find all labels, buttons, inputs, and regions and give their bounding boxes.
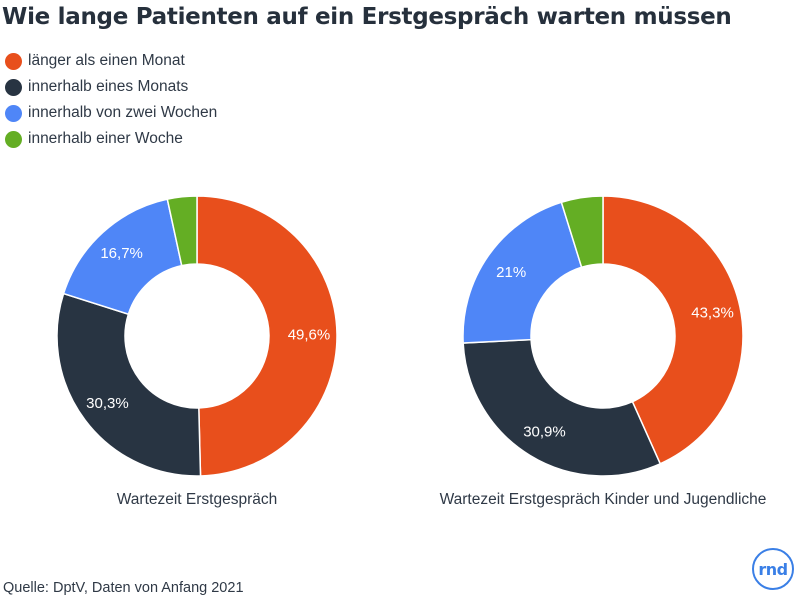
legend-swatch [5, 78, 22, 96]
chart-title: Wie lange Patienten auf ein Erstgespräch… [2, 4, 732, 30]
legend-label: innerhalb von zwei Wochen [28, 104, 218, 121]
donut-chart: 49,6% 30,3% 16,7% Wartezeit Erstgespräch [56, 195, 338, 508]
donut-title: Wartezeit Erstgespräch [117, 491, 278, 508]
slice-label: 16,7% [100, 245, 143, 262]
slice-label: 30,3% [86, 395, 129, 412]
legend-swatch [5, 130, 22, 148]
donut-title: Wartezeit Erstgespräch Kinder und Jugend… [440, 491, 767, 508]
slice-label: 49,6% [288, 327, 331, 344]
legend: länger als einen Monat innerhalb eines M… [5, 48, 217, 152]
legend-item: länger als einen Monat [5, 48, 217, 74]
slice-label: 30,9% [523, 423, 566, 440]
legend-label: innerhalb eines Monats [28, 78, 189, 95]
rnd-logo: rnd [752, 548, 794, 590]
donut-slice [560, 195, 604, 269]
donut-slice [462, 201, 583, 344]
legend-item: innerhalb eines Monats [5, 74, 217, 100]
slice-label: 21% [496, 264, 526, 281]
donut-slice [602, 195, 744, 465]
legend-swatch [5, 104, 22, 122]
slice-label: 43,3% [691, 305, 734, 322]
legend-swatch [5, 52, 22, 70]
donut-chart: 43,3% 30,9% 21% Wartezeit Erstgespräch Kind… [440, 195, 767, 508]
donut-slice [56, 292, 202, 477]
source-note: Quelle: DptV, Daten von Anfang 2021 [3, 580, 244, 596]
donut-slice [166, 195, 198, 267]
donut-slice [462, 338, 662, 477]
legend-item: innerhalb von zwei Wochen [5, 100, 217, 126]
donut-slice [196, 195, 338, 477]
legend-label: innerhalb einer Woche [28, 130, 183, 147]
legend-label: länger als einen Monat [28, 52, 185, 69]
legend-item: innerhalb einer Woche [5, 126, 217, 152]
